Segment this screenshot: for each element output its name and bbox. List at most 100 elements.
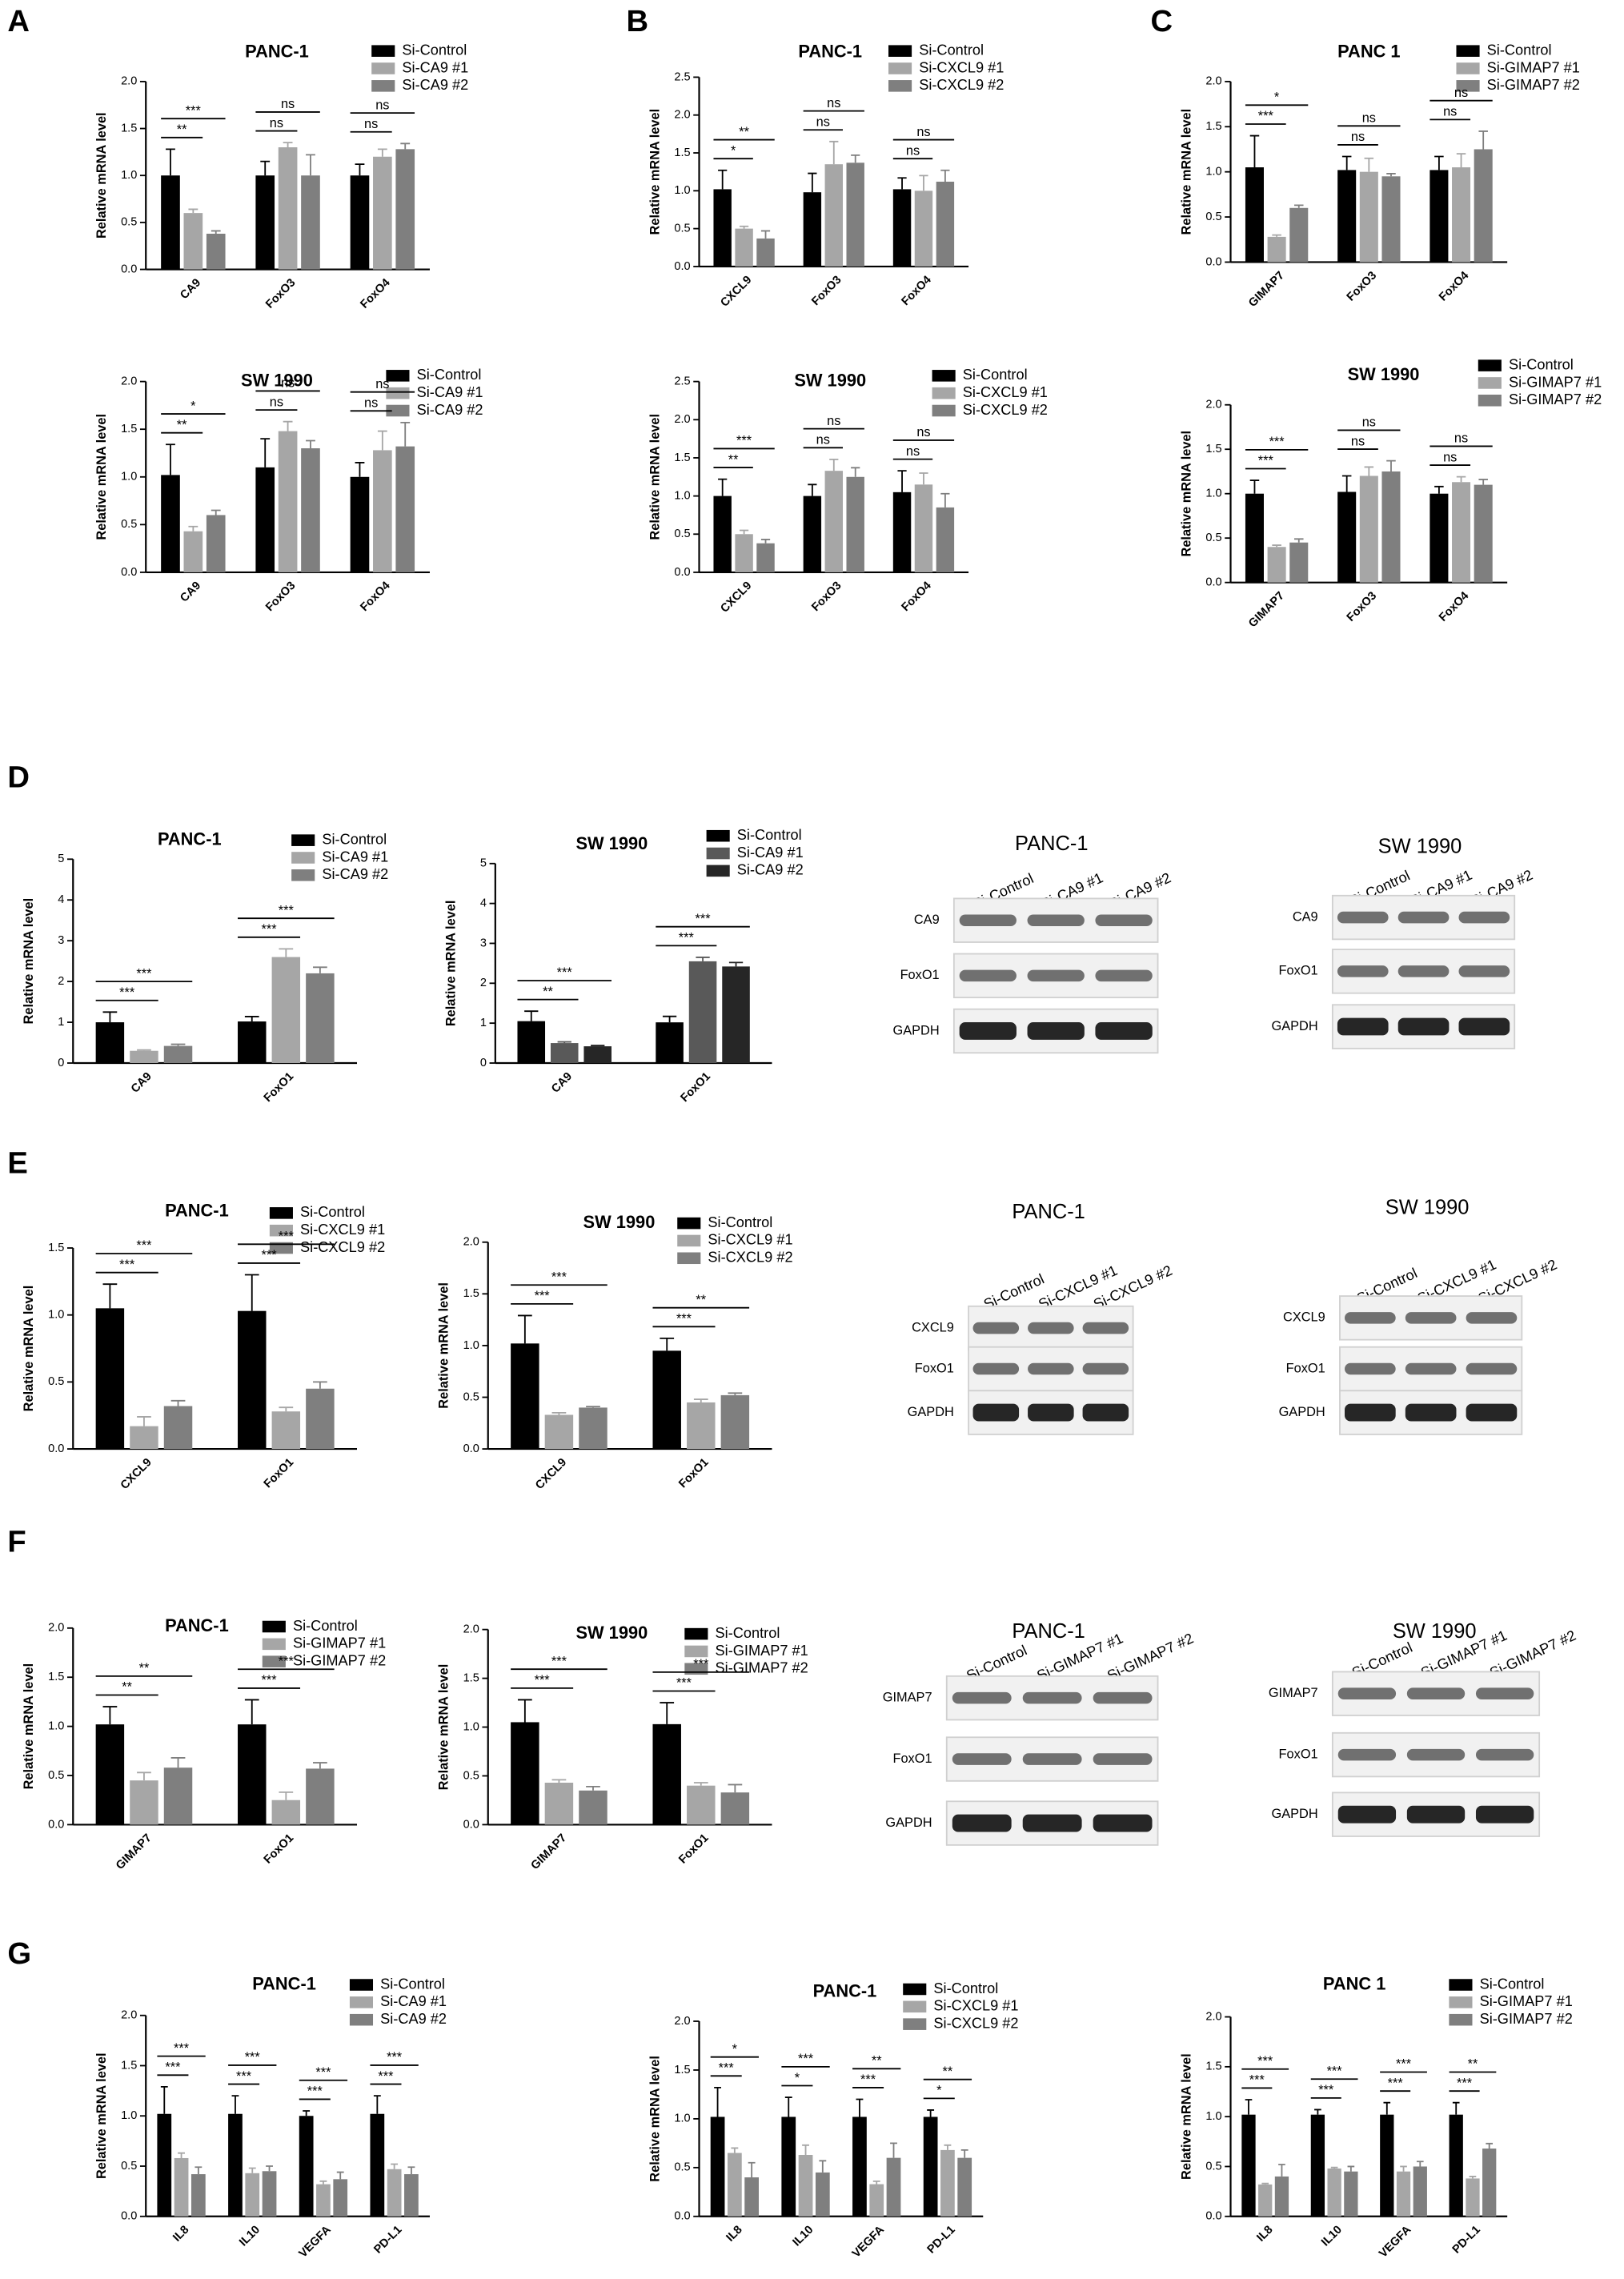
error-bar: [808, 483, 817, 496]
error-bar: [890, 2142, 897, 2158]
error-bar: [355, 461, 365, 477]
bar: [1430, 170, 1449, 263]
significance-label: **: [872, 2054, 882, 2068]
blot-row-label: GIMAP7: [883, 1690, 932, 1704]
bar: [1344, 2171, 1358, 2217]
error-bar: [586, 1406, 600, 1408]
y-tick-label: 0.5: [121, 216, 137, 229]
chart-title: PANC-1: [165, 1200, 229, 1220]
y-tick-label: 2.0: [674, 413, 690, 426]
y-tick-label: 2.0: [1205, 75, 1221, 88]
x-tick-label: CXCL9: [718, 580, 754, 616]
error-bar: [1341, 475, 1352, 492]
significance-label: ***: [1258, 454, 1274, 468]
legend-swatch: [677, 1252, 701, 1265]
bar: [852, 2117, 867, 2217]
significance-label: ***: [186, 103, 202, 118]
legend-label: Si-GIMAP7 #2: [1480, 2011, 1573, 2027]
legend-label: Si-CA9 #2: [737, 862, 804, 878]
significance-label: *: [732, 2042, 738, 2056]
error-bar: [897, 470, 907, 492]
bar: [720, 1394, 750, 1450]
blot-band: [1458, 911, 1510, 924]
bar: [1289, 542, 1309, 583]
error-bar: [170, 1399, 186, 1406]
legend-label: Si-Control: [1480, 1976, 1545, 1992]
panel-letter: C: [1150, 4, 1173, 38]
chart-title: PANC-1: [798, 41, 862, 61]
bar: [544, 1783, 574, 1825]
bar: [1482, 2149, 1497, 2217]
significance-label: ***: [1327, 2064, 1343, 2078]
blot-band: [1337, 1687, 1397, 1699]
panel-letter: D: [7, 760, 30, 794]
bar: [301, 175, 320, 270]
bar: [1381, 176, 1401, 263]
error-bar: [960, 2149, 968, 2158]
significance-label: ns: [816, 433, 830, 447]
y-tick-label: 1.5: [463, 1671, 479, 1684]
y-tick-label: 1.5: [463, 1287, 479, 1300]
x-tick-label: FoxO1: [262, 1832, 296, 1866]
legend-label: Si-CXCL9 #2: [933, 2015, 1018, 2031]
error-bar: [166, 443, 175, 475]
bar: [511, 1343, 539, 1450]
bar: [206, 515, 226, 572]
bar: [803, 496, 822, 572]
legend-swatch: [386, 404, 410, 417]
error-bar: [784, 2096, 792, 2117]
bar: [1310, 2114, 1325, 2217]
error-bar: [760, 539, 771, 544]
blot-band: [1095, 1022, 1153, 1040]
error-bar: [897, 177, 907, 190]
y-tick-label: 1.5: [121, 423, 137, 435]
significance-label: ns: [1362, 415, 1376, 430]
significance-label: ***: [1269, 435, 1285, 449]
error-bar: [260, 160, 271, 176]
significance-label: ***: [1249, 2073, 1265, 2088]
error-bar: [551, 1779, 567, 1783]
bar: [271, 1411, 301, 1450]
y-tick-label: 0: [58, 1057, 64, 1069]
bar: [923, 2117, 938, 2217]
significance-label: **: [177, 122, 187, 137]
y-axis-label: Relative mRNA level: [436, 1282, 451, 1409]
bar: [373, 450, 392, 572]
blot-band: [952, 1691, 1012, 1704]
bar: [271, 1800, 301, 1825]
bar: [756, 543, 775, 572]
y-tick-label: 1.0: [121, 471, 137, 483]
blot-band: [1406, 1687, 1466, 1699]
bar: [1258, 2184, 1273, 2217]
error-bar: [313, 1762, 327, 1769]
bar: [161, 475, 180, 572]
error-bar: [940, 169, 950, 182]
error-bar: [407, 2166, 415, 2175]
y-tick-label: 0.0: [121, 263, 137, 275]
error-bar: [355, 163, 365, 176]
error-bar: [662, 1015, 677, 1023]
blot-row-label: GAPDH: [1271, 1019, 1317, 1033]
y-tick-label: 2.5: [674, 375, 690, 387]
error-bar: [693, 1782, 708, 1786]
legend-swatch: [1456, 80, 1480, 92]
bar: [278, 147, 298, 270]
legend-swatch: [903, 2000, 927, 2013]
y-tick-label: 0.5: [121, 2160, 137, 2173]
y-tick-label: 2: [480, 977, 487, 989]
legend-label: Si-GIMAP7 #2: [1487, 77, 1580, 93]
y-axis-label: Relative mRNA level: [1179, 109, 1193, 235]
blot-band: [952, 1814, 1012, 1832]
blot-band: [1406, 1805, 1466, 1824]
y-tick-label: 1.0: [1205, 166, 1221, 179]
bar: [161, 175, 180, 270]
significance-label: ns: [364, 117, 378, 131]
blot-row-label: FoxO1: [900, 968, 940, 982]
legend-swatch: [888, 80, 912, 92]
legend-swatch: [386, 387, 410, 399]
error-bar: [248, 2167, 256, 2173]
error-bar: [829, 140, 839, 165]
legend-label: Si-CXCL9 #1: [300, 1222, 385, 1238]
bar: [350, 476, 370, 572]
legend-label: Si-Control: [716, 1625, 780, 1641]
